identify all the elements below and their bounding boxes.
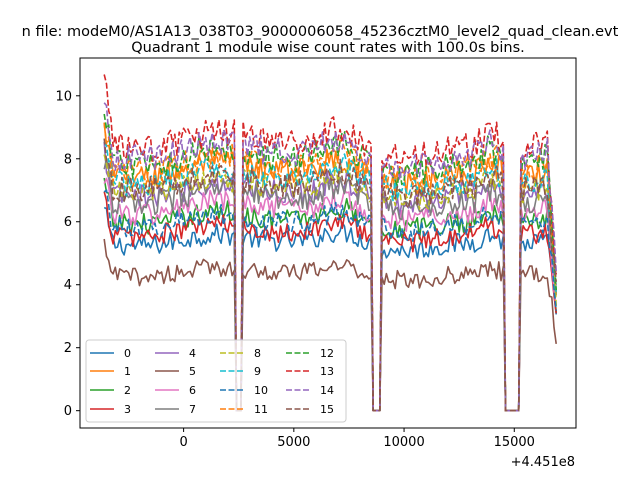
y-tick-label: 2 [64, 341, 72, 356]
series-line-5 [103, 238, 557, 412]
x-tick-label: 10000 [383, 435, 424, 450]
series-line-9 [103, 141, 557, 412]
y-tick-label: 8 [64, 152, 72, 167]
x-tick-label: 0 [179, 435, 187, 450]
series-line-10 [103, 189, 557, 412]
plot-frame [79, 57, 577, 429]
x-tick-label: 5000 [277, 435, 310, 450]
x-tick-label: 15000 [494, 435, 535, 450]
legend-label-13: 13 [320, 365, 334, 378]
y-tick-label: 0 [64, 404, 72, 419]
legend-label-12: 12 [320, 347, 334, 360]
legend-label-5: 5 [189, 365, 196, 378]
series-line-0 [103, 206, 557, 412]
legend-label-15: 15 [320, 403, 334, 416]
y-tick-label: 10 [55, 89, 72, 104]
legend-label-8: 8 [254, 347, 261, 360]
series-line-6 [103, 177, 557, 412]
x-axis: 0 5000 10000 15000 [179, 428, 535, 450]
series-line-3 [103, 191, 557, 412]
x-offset-label: +4.451e8 [511, 455, 575, 470]
legend-label-2: 2 [124, 384, 131, 397]
series-line-13 [103, 74, 557, 412]
legend-frame [85, 339, 347, 423]
legend-label-3: 3 [124, 403, 131, 416]
figure-suptitle: n file: modeM0/AS1A13_038T03_9000006058_… [22, 24, 619, 40]
y-tick-label: 6 [64, 215, 72, 230]
legend-label-7: 7 [189, 403, 196, 416]
series-line-15 [103, 138, 557, 412]
y-tick-label: 4 [64, 278, 72, 293]
legend-label-14: 14 [320, 384, 334, 397]
legend-label-4: 4 [189, 347, 196, 360]
chart-title: Quadrant 1 module wise count rates with … [131, 40, 525, 56]
legend-label-6: 6 [189, 384, 196, 397]
legend-label-9: 9 [254, 365, 261, 378]
series-line-11 [103, 123, 557, 412]
series-layer [103, 74, 557, 412]
legend-label-1: 1 [124, 365, 131, 378]
legend-label-0: 0 [124, 347, 131, 360]
y-axis: 0 2 4 6 8 10 [55, 89, 80, 419]
legend-label-10: 10 [254, 384, 268, 397]
legend-label-11: 11 [254, 403, 268, 416]
